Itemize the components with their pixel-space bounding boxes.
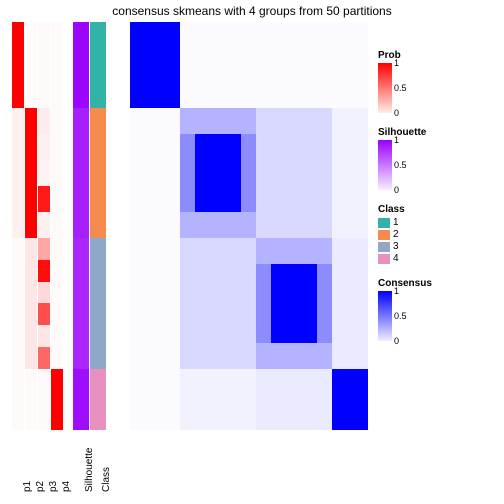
axis-label: Silhouette — [84, 448, 95, 492]
legend-prob: Prob10.50 — [378, 50, 498, 113]
annotation-columns — [12, 22, 130, 430]
legends: Prob10.50 Silhouette10.50 Class1234 Consens… — [378, 50, 498, 355]
axis-label: Class — [101, 467, 112, 492]
prob-col-p1 — [12, 22, 24, 430]
legend-silhouette: Silhouette10.50 — [378, 127, 498, 190]
silhouette-col — [73, 22, 89, 430]
axis-label: p1 — [22, 481, 33, 492]
legend-consensus: Consensus10.50 — [378, 278, 498, 341]
prob-col-p3 — [38, 22, 50, 430]
axis-label: p3 — [48, 481, 59, 492]
page-title: consensus skmeans with 4 groups from 50 … — [0, 4, 504, 18]
axis-label: p2 — [35, 481, 46, 492]
axis-label: p4 — [61, 481, 72, 492]
prob-col-p4 — [51, 22, 63, 430]
column-labels: p1p2p3p4 Silhouette Class — [12, 432, 130, 502]
class-col — [90, 22, 106, 430]
prob-col-p2 — [25, 22, 37, 430]
legend-class: Class1234 — [378, 204, 498, 264]
consensus-heatmap — [130, 22, 368, 430]
